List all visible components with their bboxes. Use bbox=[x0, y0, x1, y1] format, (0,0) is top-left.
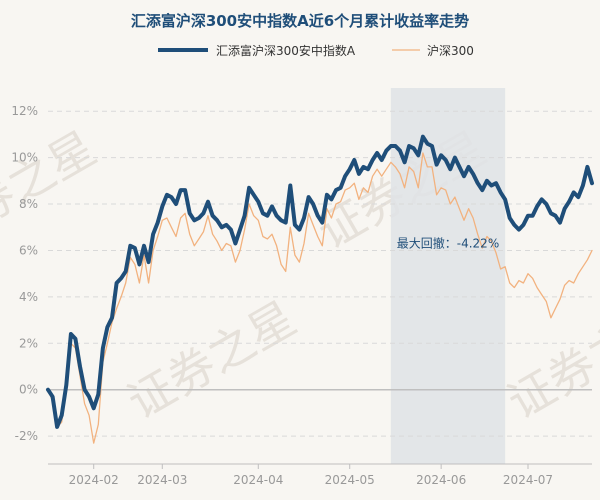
watermark-layer: 证券之星证券之星证券之星证券之星 bbox=[0, 121, 600, 430]
y-axis-ticks: -2% 0% 2% 4% 6% 8% 10% 12% bbox=[11, 104, 38, 443]
y-tick-label: 10% bbox=[11, 151, 38, 165]
x-tick-label: 2024-05 bbox=[325, 473, 375, 487]
x-tick-label: 2024-04 bbox=[233, 473, 283, 487]
x-tick-label: 2024-07 bbox=[503, 473, 553, 487]
y-tick-label: 4% bbox=[19, 290, 38, 304]
legend-fund-label: 汇添富沪深300安中指数A bbox=[216, 43, 356, 58]
legend: 汇添富沪深300安中指数A 沪深300 bbox=[158, 43, 474, 58]
y-tick-label: 2% bbox=[19, 336, 38, 350]
watermark-text: 证券之星 bbox=[0, 121, 105, 260]
drawdown-band-layer bbox=[390, 88, 506, 464]
y-tick-label: 6% bbox=[19, 243, 38, 257]
legend-index-label: 沪深300 bbox=[427, 44, 474, 58]
grid-layer bbox=[48, 110, 592, 437]
annotation-layer: 最大回撤：-4.22% bbox=[397, 236, 499, 251]
chart-title: 汇添富沪深300安中指数A近6个月累计收益率走势 bbox=[131, 12, 469, 30]
y-tick-label: 12% bbox=[11, 104, 38, 118]
drawdown-band bbox=[390, 88, 506, 464]
x-tick-label: 2024-03 bbox=[137, 473, 187, 487]
x-tick-label: 2024-02 bbox=[69, 473, 119, 487]
y-tick-label: 0% bbox=[19, 383, 38, 397]
drawdown-annotation: 最大回撤：-4.22% bbox=[397, 236, 499, 251]
series-line-fund bbox=[46, 134, 594, 429]
series-layer bbox=[46, 134, 594, 444]
y-tick-label: 8% bbox=[19, 197, 38, 211]
series-line-index bbox=[47, 152, 593, 444]
x-tick-label: 2024-06 bbox=[416, 473, 466, 487]
y-tick-label: -2% bbox=[15, 429, 38, 443]
watermark-text: 证券之星 bbox=[119, 291, 305, 430]
x-axis-ticks: 2024-02 2024-03 2024-04 2024-05 2024-06 2024-… bbox=[48, 463, 592, 487]
